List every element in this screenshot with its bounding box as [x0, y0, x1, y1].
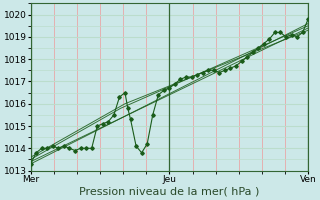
X-axis label: Pression niveau de la mer( hPa ): Pression niveau de la mer( hPa ) [79, 187, 260, 197]
